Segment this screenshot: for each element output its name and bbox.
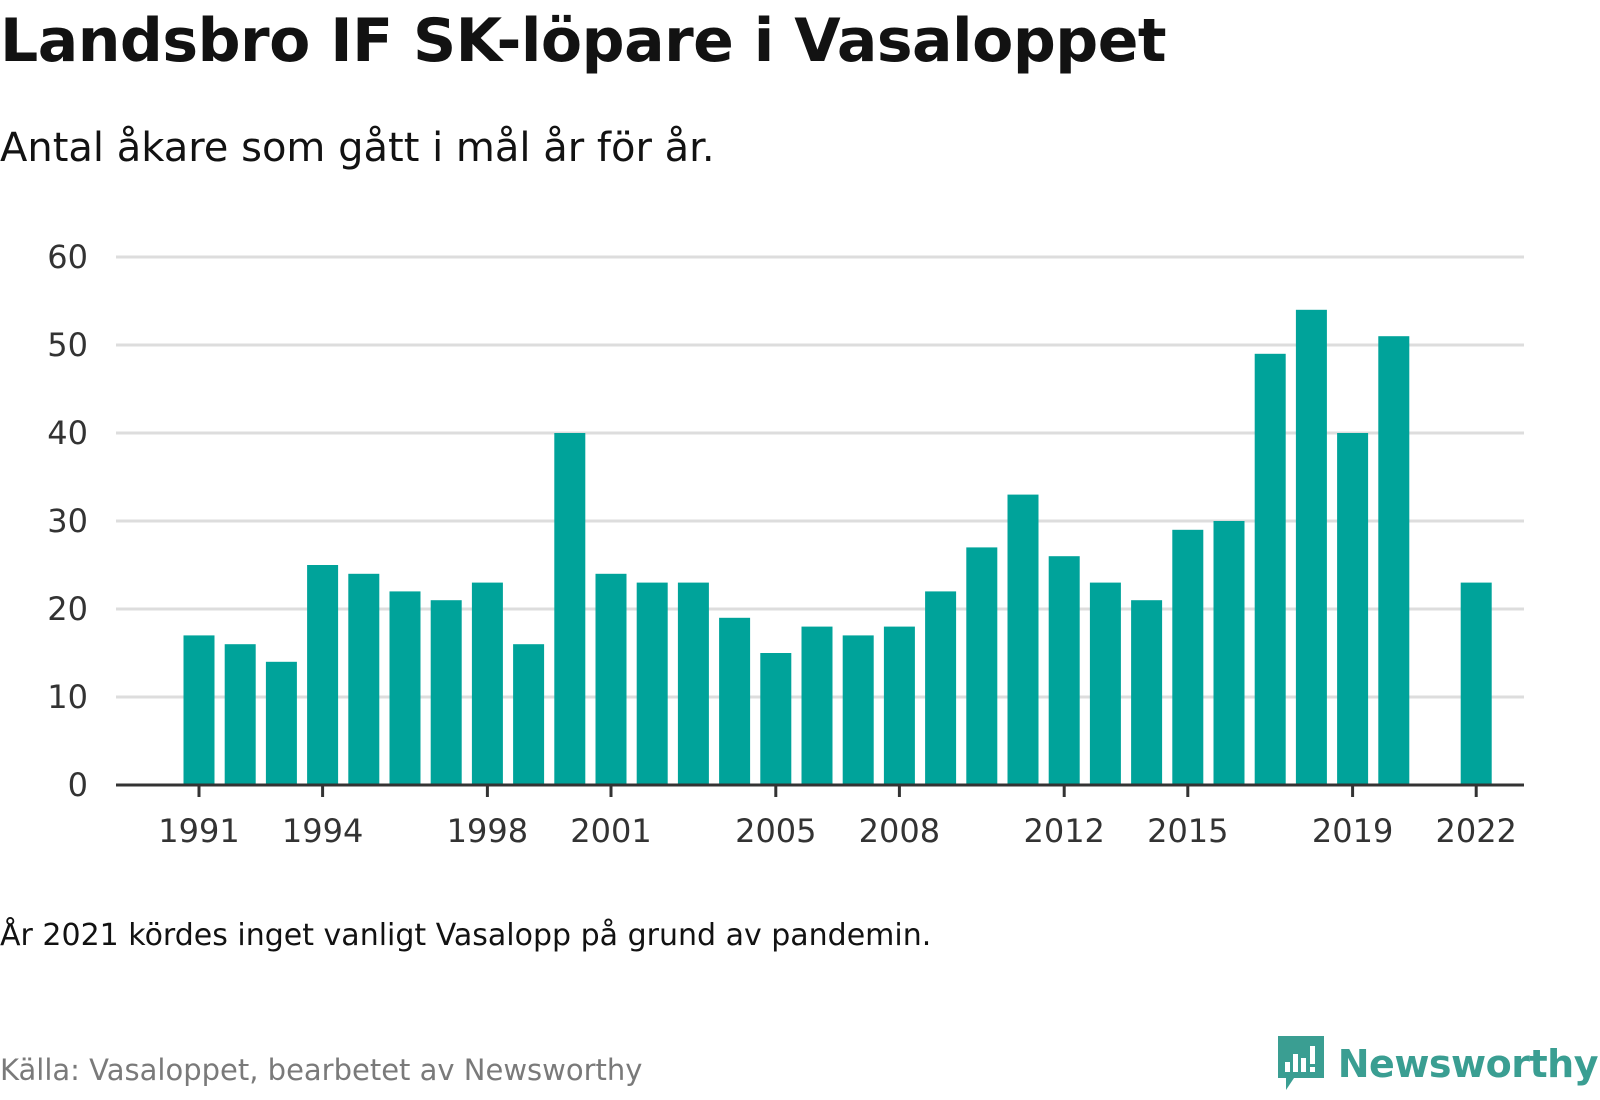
bar-2009	[925, 591, 957, 785]
bar-2008	[883, 626, 915, 785]
bar-2001	[595, 573, 627, 785]
y-tick-label: 40	[47, 414, 88, 452]
chart-subtitle: Antal åkare som gått i mål år för år.	[0, 125, 715, 171]
x-tick-label: 2022	[1435, 812, 1516, 850]
brand-name: Newsworthy	[1337, 1042, 1599, 1086]
bar-2005	[760, 653, 792, 785]
bar-1993	[265, 661, 297, 785]
y-axis-tick-labels: 0 10 20 30 40 50 60	[47, 238, 88, 804]
chart-note: År 2021 kördes inget vanligt Vasalopp på…	[0, 918, 932, 953]
bar-2022	[1460, 582, 1492, 785]
x-tick-label: 1991	[158, 812, 239, 850]
bar-1992	[224, 644, 256, 785]
bar-2007	[842, 635, 874, 785]
bar-1995	[348, 573, 380, 785]
bar-2010	[966, 547, 998, 785]
bar-2017	[1254, 353, 1286, 785]
newsworthy-logo-icon	[1277, 1036, 1324, 1090]
bar-2004	[719, 617, 751, 785]
bar-1999	[513, 644, 545, 785]
bar-2003	[677, 582, 709, 785]
bar-2000	[554, 433, 586, 785]
x-tick-label: 2001	[570, 812, 651, 850]
y-tick-label: 0	[68, 766, 88, 804]
x-tick-label: 1998	[447, 812, 528, 850]
x-tick-label: 1994	[282, 812, 363, 850]
newsworthy-brand[interactable]: Newsworthy	[1274, 1034, 1599, 1094]
y-tick-label: 30	[47, 502, 88, 540]
bars	[183, 309, 1492, 785]
bar-2013	[1089, 582, 1121, 785]
x-tick-label: 2019	[1312, 812, 1393, 850]
x-axis-ticks: 1991 1994 1998 2001 2005 2008 2012 2015 2019 2022	[158, 785, 1517, 850]
bar-1994	[307, 565, 339, 785]
bar-2020	[1378, 336, 1410, 785]
bar-2002	[636, 582, 668, 785]
x-tick-label: 2012	[1023, 812, 1104, 850]
bar-2012	[1048, 556, 1080, 785]
bar-2006	[801, 626, 833, 785]
y-tick-label: 60	[47, 238, 88, 276]
chart-title: Landsbro IF SK-löpare i Vasaloppet	[0, 6, 1167, 76]
bar-2015	[1172, 529, 1204, 785]
y-tick-label: 20	[47, 590, 88, 628]
y-tick-label: 10	[47, 678, 88, 716]
bar-2018	[1295, 309, 1327, 785]
bar-2019	[1337, 433, 1369, 785]
bar-1996	[389, 591, 421, 785]
bar-1998	[471, 582, 503, 785]
bar-2016	[1213, 521, 1245, 785]
x-tick-label: 2005	[735, 812, 816, 850]
bar-2011	[1007, 494, 1039, 785]
bar-2014	[1131, 600, 1163, 785]
bar-chart: 0 10 20 30 40 50 60 1991 1994 1998 2001 2005 2008 20…	[47, 238, 1524, 850]
bar-1997	[430, 600, 462, 785]
x-tick-label: 2008	[859, 812, 940, 850]
source-credit: Källa: Vasaloppet, bearbetet av Newswort…	[0, 1053, 643, 1087]
x-tick-label: 2015	[1147, 812, 1228, 850]
bar-1991	[183, 635, 215, 785]
y-tick-label: 50	[47, 326, 88, 364]
